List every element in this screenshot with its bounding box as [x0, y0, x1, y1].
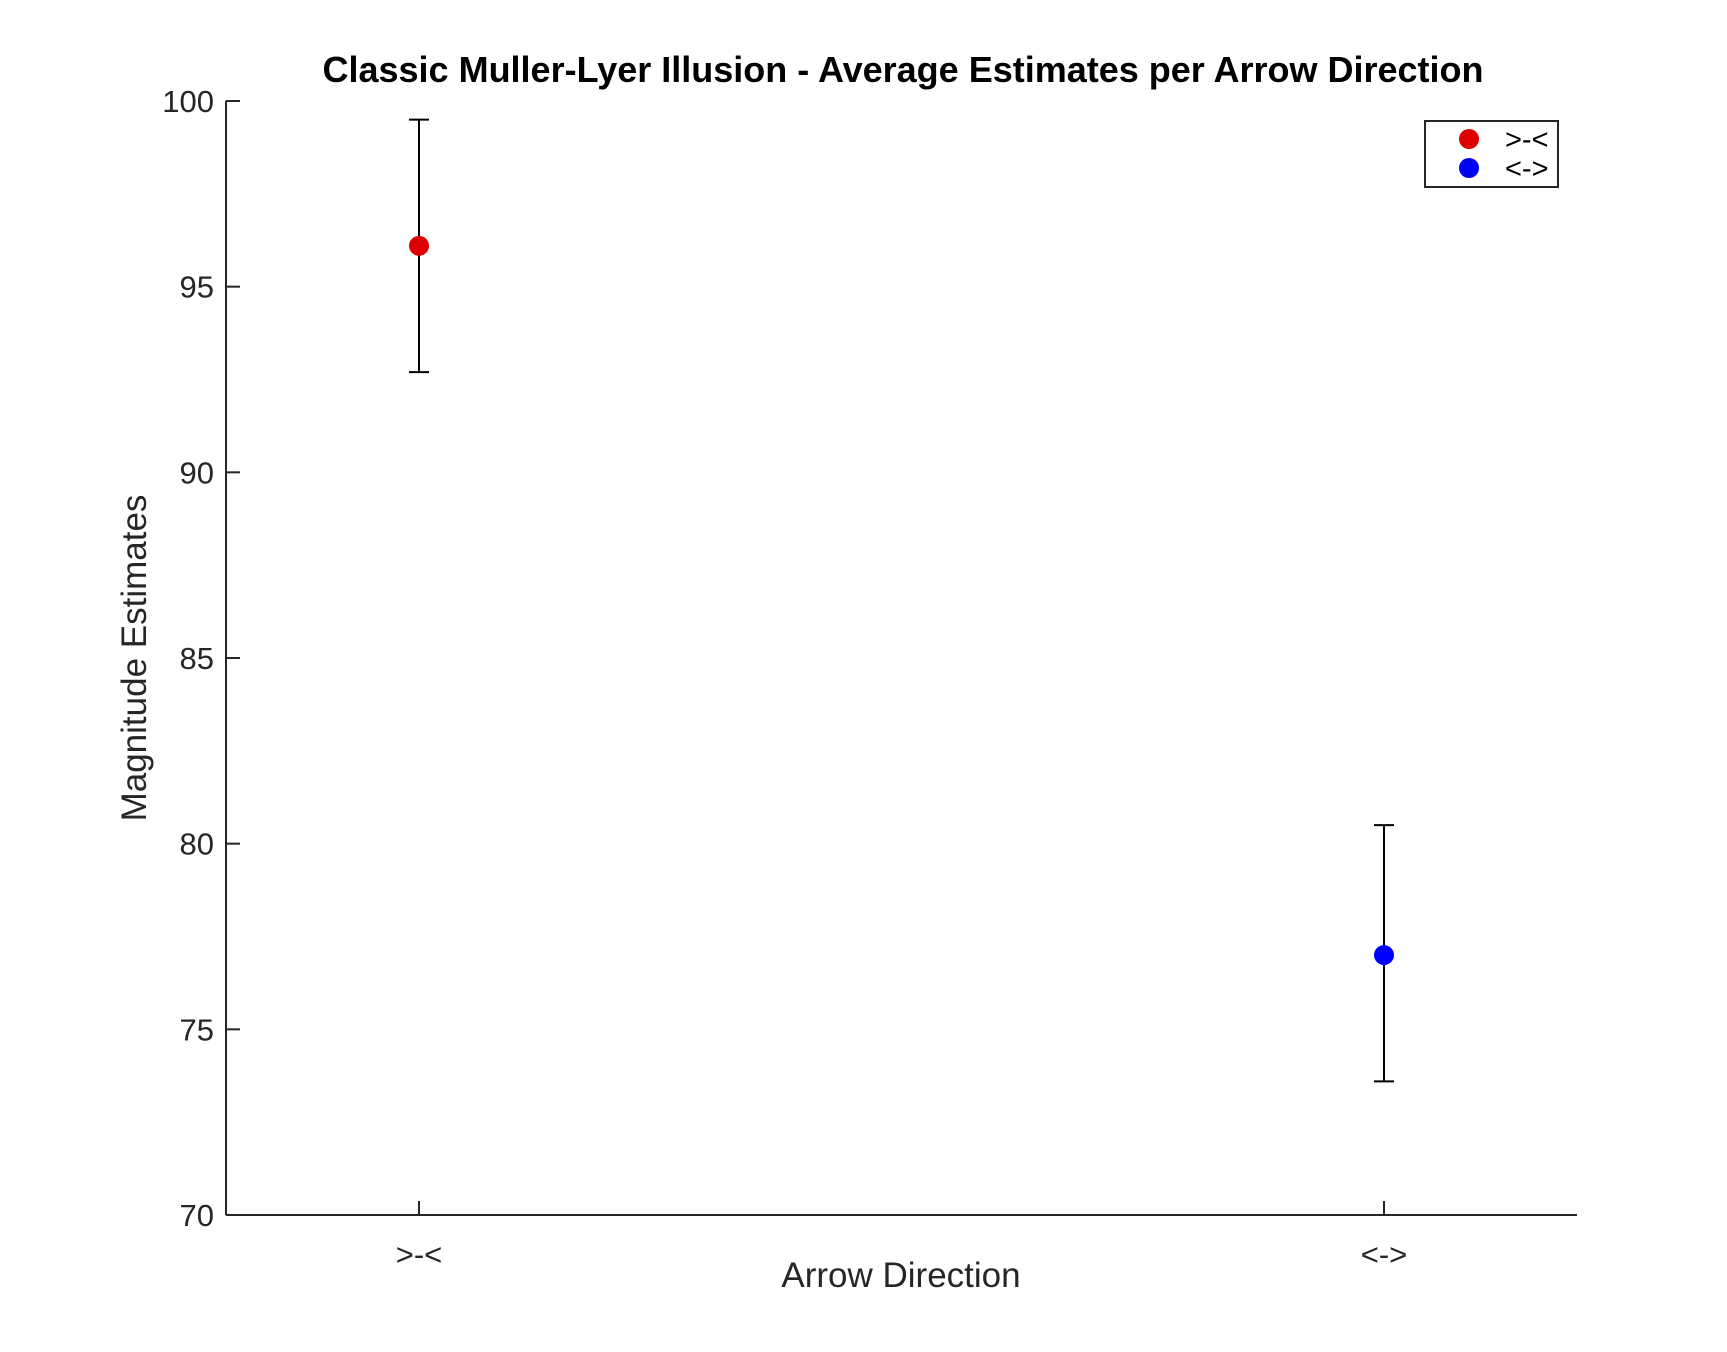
legend-box [1424, 120, 1559, 188]
y-tick-label: 85 [180, 641, 214, 676]
chart-title: Classic Muller-Lyer Illusion - Average E… [322, 49, 1483, 90]
data-marks [409, 118, 1394, 1083]
y-tick-label: 100 [162, 84, 214, 119]
legend: >-<<-> [1424, 120, 1559, 188]
data-point [409, 235, 429, 256]
y-ticks: 70 75 80 85 90 95 100 [162, 84, 240, 1233]
y-tick-label: 90 [180, 455, 214, 490]
x-axis-label: Arrow Direction [781, 1256, 1020, 1295]
legend-label: >-< [1505, 124, 1549, 156]
y-tick-label: 70 [180, 1198, 214, 1233]
x-tick-label: <-> [1361, 1237, 1408, 1272]
x-ticks: >-< <-> [396, 1201, 1408, 1272]
legend-marker [1459, 158, 1479, 178]
legend-label: <-> [1505, 153, 1549, 185]
legend-items: >-<<-> [1459, 124, 1549, 185]
y-tick-label: 75 [180, 1012, 214, 1047]
y-tick-label: 95 [180, 270, 214, 305]
data-point [1374, 945, 1394, 966]
y-axis-label: Magnitude Estimates [115, 495, 154, 822]
y-tick-label: 80 [180, 827, 214, 862]
legend-marker [1459, 129, 1479, 149]
x-tick-label: >-< [396, 1237, 443, 1272]
